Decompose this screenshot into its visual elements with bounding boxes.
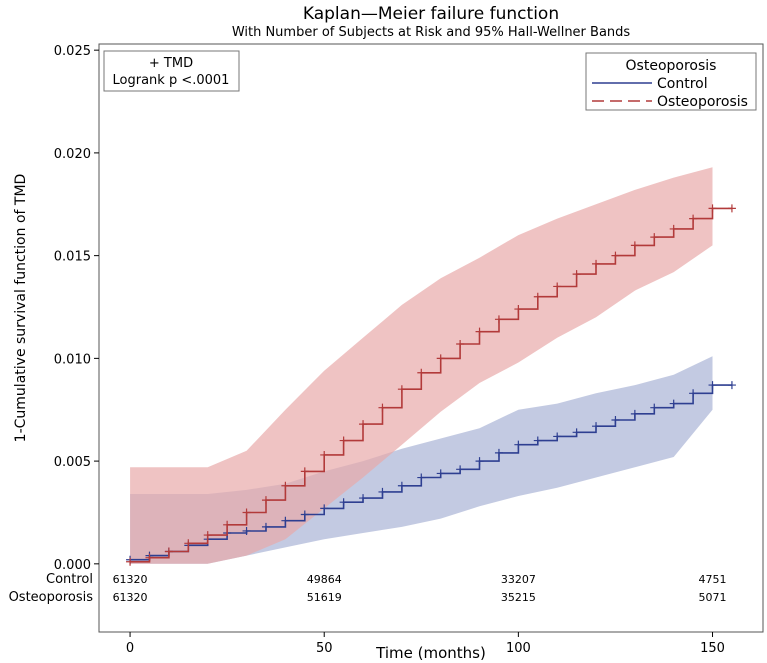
- censor-mark-control: [339, 498, 348, 507]
- y-tick-label: 0.010: [54, 352, 91, 367]
- censor-mark-osteoporosis: [533, 292, 542, 301]
- censor-mark-osteoporosis: [456, 339, 465, 348]
- censor-mark-control: [417, 473, 426, 482]
- risk-count: 4751: [699, 573, 727, 586]
- censor-mark-osteoporosis: [572, 270, 581, 279]
- censor-mark-osteoporosis: [630, 241, 639, 250]
- x-axis-label: Time (months): [375, 644, 486, 662]
- censor-mark-control: [727, 381, 736, 390]
- plot-frame: [98, 43, 764, 633]
- legend-control-label: Control: [657, 76, 708, 92]
- censor-mark-control: [436, 469, 445, 478]
- censor-mark-osteoporosis: [164, 547, 173, 556]
- censor-mark-osteoporosis: [184, 539, 193, 548]
- censor-mark-control: [630, 409, 639, 418]
- censor-mark-control: [611, 416, 620, 425]
- censor-mark-osteoporosis: [611, 251, 620, 260]
- censor-mark-osteoporosis: [689, 214, 698, 223]
- censor-mark-control: [359, 494, 368, 503]
- censor-mark-osteoporosis: [339, 436, 348, 445]
- inset-box: + TMD Logrank p <.0001: [103, 50, 240, 92]
- censor-mark-control: [689, 389, 698, 398]
- censor-mark-control: [475, 457, 484, 466]
- censor-mark-control: [592, 422, 601, 431]
- y-tick-label: 0.020: [54, 147, 91, 162]
- censor-mark-osteoporosis: [514, 305, 523, 314]
- censor-mark-osteoporosis: [650, 233, 659, 242]
- inset-line-2: Logrank p <.0001: [113, 73, 230, 88]
- censor-mark-control: [397, 481, 406, 490]
- risk-count: 35215: [501, 591, 536, 604]
- censor-mark-osteoporosis: [494, 315, 503, 324]
- y-tick-label: 0.015: [54, 250, 91, 265]
- y-tick-label: 0.000: [54, 558, 91, 573]
- x-tick-label: 150: [700, 641, 725, 656]
- censor-mark-control: [300, 510, 309, 519]
- censor-mark-osteoporosis: [553, 282, 562, 291]
- risk-count: 33207: [501, 573, 536, 586]
- censor-mark-control: [494, 448, 503, 457]
- legend-title: Osteoporosis: [626, 58, 717, 74]
- censor-mark-control: [650, 403, 659, 412]
- censor-mark-osteoporosis: [378, 403, 387, 412]
- y-tick-label: 0.025: [54, 44, 91, 59]
- legend-osteoporosis-label: Osteoporosis: [657, 94, 748, 110]
- y-tick-label: 0.005: [54, 455, 91, 470]
- x-tick-label: 100: [506, 641, 531, 656]
- censor-mark-osteoporosis: [708, 204, 717, 213]
- censor-mark-control: [242, 526, 251, 535]
- censor-mark-osteoporosis: [359, 420, 368, 429]
- censor-mark-osteoporosis: [475, 327, 484, 336]
- legend: Osteoporosis Control Osteoporosis: [585, 52, 757, 111]
- risk-count: 49864: [307, 573, 342, 586]
- censor-mark-osteoporosis: [320, 450, 329, 459]
- censor-mark-osteoporosis: [417, 368, 426, 377]
- censor-mark-osteoporosis: [727, 204, 736, 213]
- censor-mark-control: [281, 516, 290, 525]
- censor-mark-osteoporosis: [223, 520, 232, 529]
- censor-mark-osteoporosis: [242, 508, 251, 517]
- censor-mark-osteoporosis: [203, 531, 212, 540]
- risk-count: 61320: [113, 573, 148, 586]
- censor-mark-osteoporosis: [436, 354, 445, 363]
- censor-mark-control: [669, 399, 678, 408]
- risk-count: 61320: [113, 591, 148, 604]
- chart-subtitle: With Number of Subjects at Risk and 95% …: [232, 25, 631, 40]
- inset-line-1: + TMD: [149, 56, 193, 71]
- band-osteoporosis: [130, 167, 713, 564]
- censor-mark-control: [533, 436, 542, 445]
- risk-count: 51619: [307, 591, 342, 604]
- x-tick-label: 50: [316, 641, 333, 656]
- y-axis-label: 1-Cumulative survival function of TMD: [13, 174, 29, 443]
- x-tick-label: 0: [126, 641, 134, 656]
- censor-mark-control: [708, 381, 717, 390]
- censor-mark-control: [572, 428, 581, 437]
- censor-mark-osteoporosis: [592, 259, 601, 268]
- censor-mark-osteoporosis: [300, 467, 309, 476]
- risk-count: 5071: [699, 591, 727, 604]
- censor-mark-osteoporosis: [281, 481, 290, 490]
- censor-mark-osteoporosis: [261, 496, 270, 505]
- censor-mark-control: [261, 522, 270, 531]
- censor-mark-osteoporosis: [145, 553, 154, 562]
- risk-row-label: Control: [46, 572, 93, 587]
- censor-mark-control: [514, 440, 523, 449]
- censor-mark-osteoporosis: [669, 224, 678, 233]
- censor-mark-osteoporosis: [397, 385, 406, 394]
- chart-title: Kaplan—Meier failure function: [303, 4, 559, 24]
- censor-mark-osteoporosis: [126, 557, 135, 566]
- censor-mark-control: [456, 465, 465, 474]
- risk-row-label: Osteoporosis: [9, 590, 94, 605]
- censor-mark-control: [378, 487, 387, 496]
- censor-mark-control: [320, 504, 329, 513]
- censor-mark-control: [553, 432, 562, 441]
